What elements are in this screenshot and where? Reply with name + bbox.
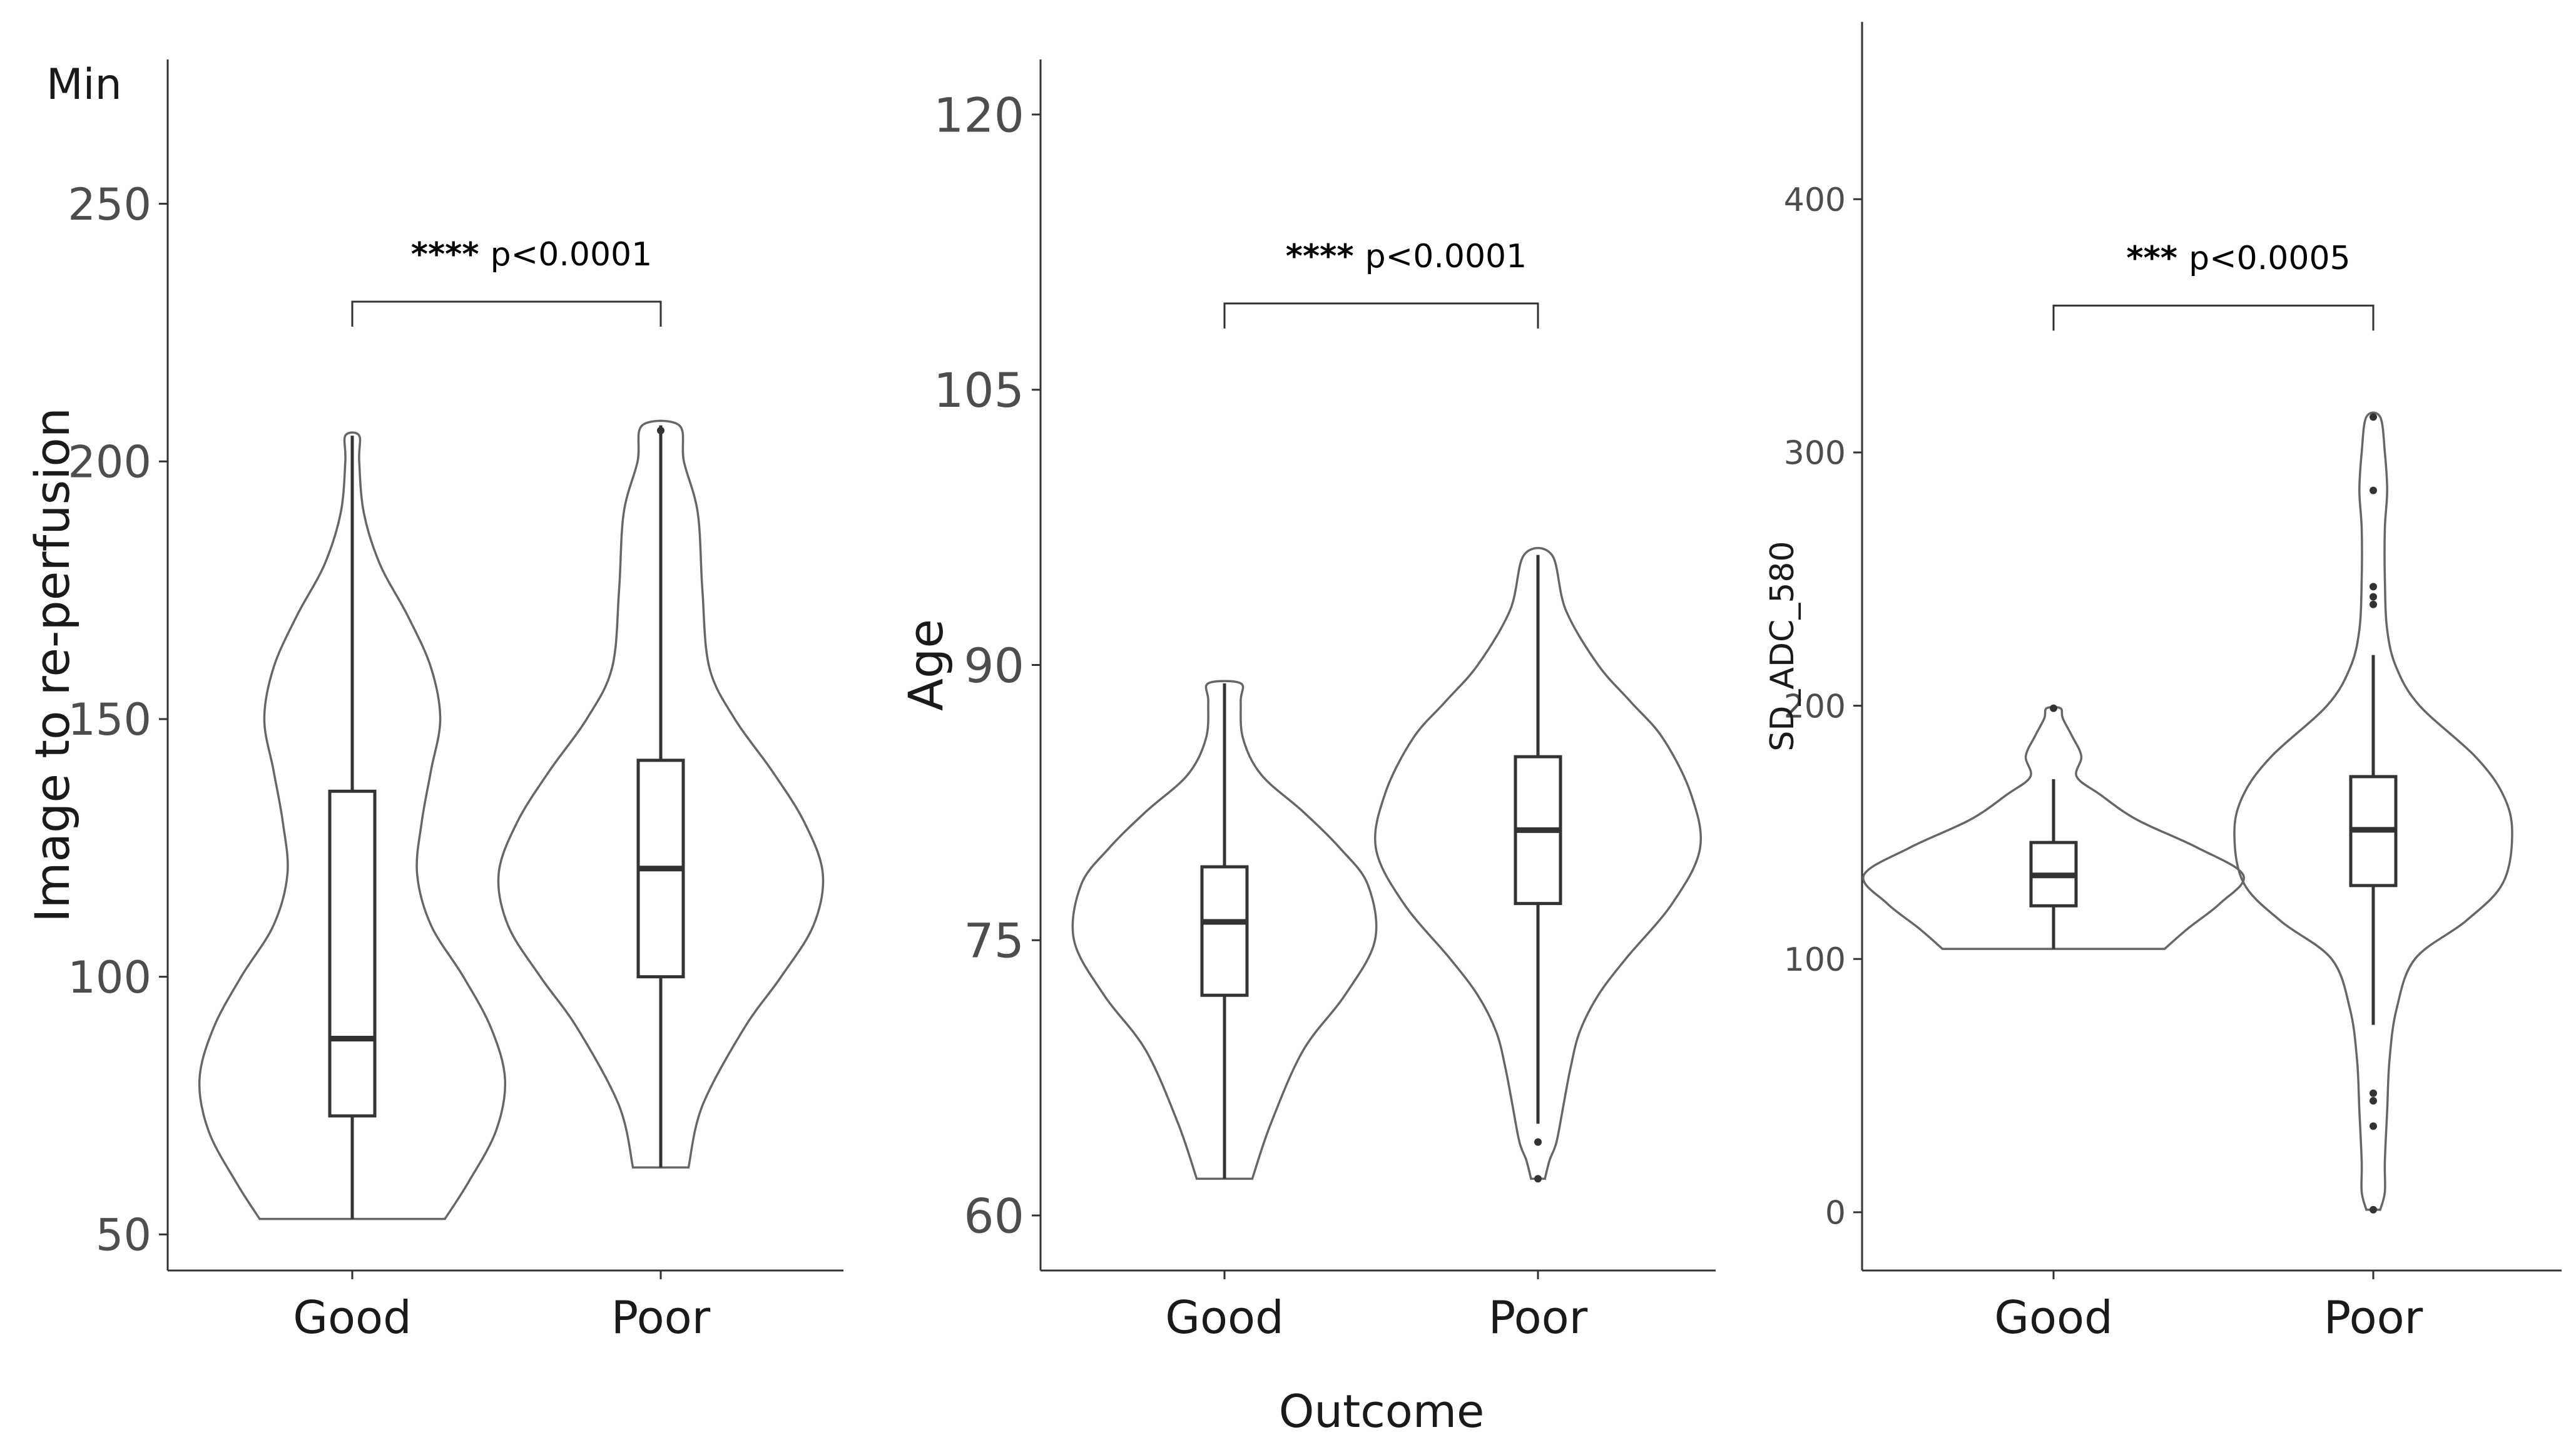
outlier-point [2370,413,2377,421]
outlier-point [2370,583,2377,591]
significance-pvalue: p<0.0001 [1365,238,1527,275]
outlier-point [2370,1089,2377,1097]
significance-label: *** p<0.0005 [2126,240,2350,277]
y-tick-label: 105 [934,362,1024,418]
y-unit-label: Min [46,60,122,110]
outlier-point [657,426,664,434]
y-tick-label: 100 [1784,941,1846,979]
outlier-point [2370,486,2377,494]
y-tick-label: 60 [964,1188,1024,1244]
outlier-point [2370,1097,2377,1105]
y-axis-title: SD_ADC_580 [1764,541,1801,751]
y-tick-label: 75 [964,913,1024,969]
outlier-point [2370,1122,2377,1130]
y-tick-label: 250 [68,179,151,230]
significance-pvalue: p<0.0005 [2189,240,2351,277]
y-tick-label: 150 [68,694,151,745]
violin-good [198,431,507,1220]
y-axis-title: Image to re-perfusion [24,407,80,923]
significance-bracket [1223,302,1539,329]
significance-label: **** p<0.0001 [1286,238,1527,275]
x-tick-label-good: Good [1165,1291,1284,1344]
y-tick-label: 400 [1784,182,1846,219]
outlier-point [1534,1175,1542,1183]
panel-sd-adc-580: 0 100 200 300 400 SD_ADC_580 Good Poor *** p<0.0… [1764,22,2562,1344]
violin-poor [1373,546,1703,1180]
significance-stars: **** [411,236,491,274]
violin-poor [497,419,825,1169]
significance-stars: *** [2126,240,2189,277]
x-tick-label-good: Good [1994,1291,2113,1344]
x-tick-label-poor: Poor [611,1291,711,1344]
x-tick-label-poor: Poor [2324,1291,2423,1344]
significance-pvalue: p<0.0001 [491,236,653,274]
y-tick-label: 200 [1784,688,1846,725]
outlier-point [2370,1205,2377,1214]
significance-bracket [351,300,662,327]
y-tick-label: 0 [1825,1195,1846,1232]
outlier-point [2050,704,2057,712]
x-tick-label-poor: Poor [1489,1291,1588,1344]
significance-label: **** p<0.0001 [411,236,652,274]
outlier-point [2370,600,2377,608]
y-tick-label: 200 [68,436,151,488]
panel-age: 60 75 90 105 120 Age Good Poor **** p<0.0001 [898,59,1716,1344]
box-good [328,789,377,1118]
x-tick-label-good: Good [293,1291,412,1344]
shared-x-axis-title: Outcome [1279,1385,1485,1438]
significance-stars: **** [1286,238,1365,275]
outlier-point [1534,1138,1542,1146]
y-axis-title: Age [898,619,954,711]
box-good [1200,865,1249,997]
violin-good [1071,680,1378,1180]
y-tick-label: 50 [96,1210,151,1261]
panel-image-to-reperfusion: 50 100 150 200 250 Image to re-perfusion Min Go… [24,59,843,1344]
violin-poor [2233,411,2513,1211]
y-tick-label: 90 [964,638,1024,693]
outlier-point [2370,593,2377,601]
y-tick-label: 100 [68,952,151,1003]
y-tick-label: 300 [1784,435,1846,473]
significance-bracket [2052,304,2375,331]
y-tick-label: 120 [934,87,1024,143]
